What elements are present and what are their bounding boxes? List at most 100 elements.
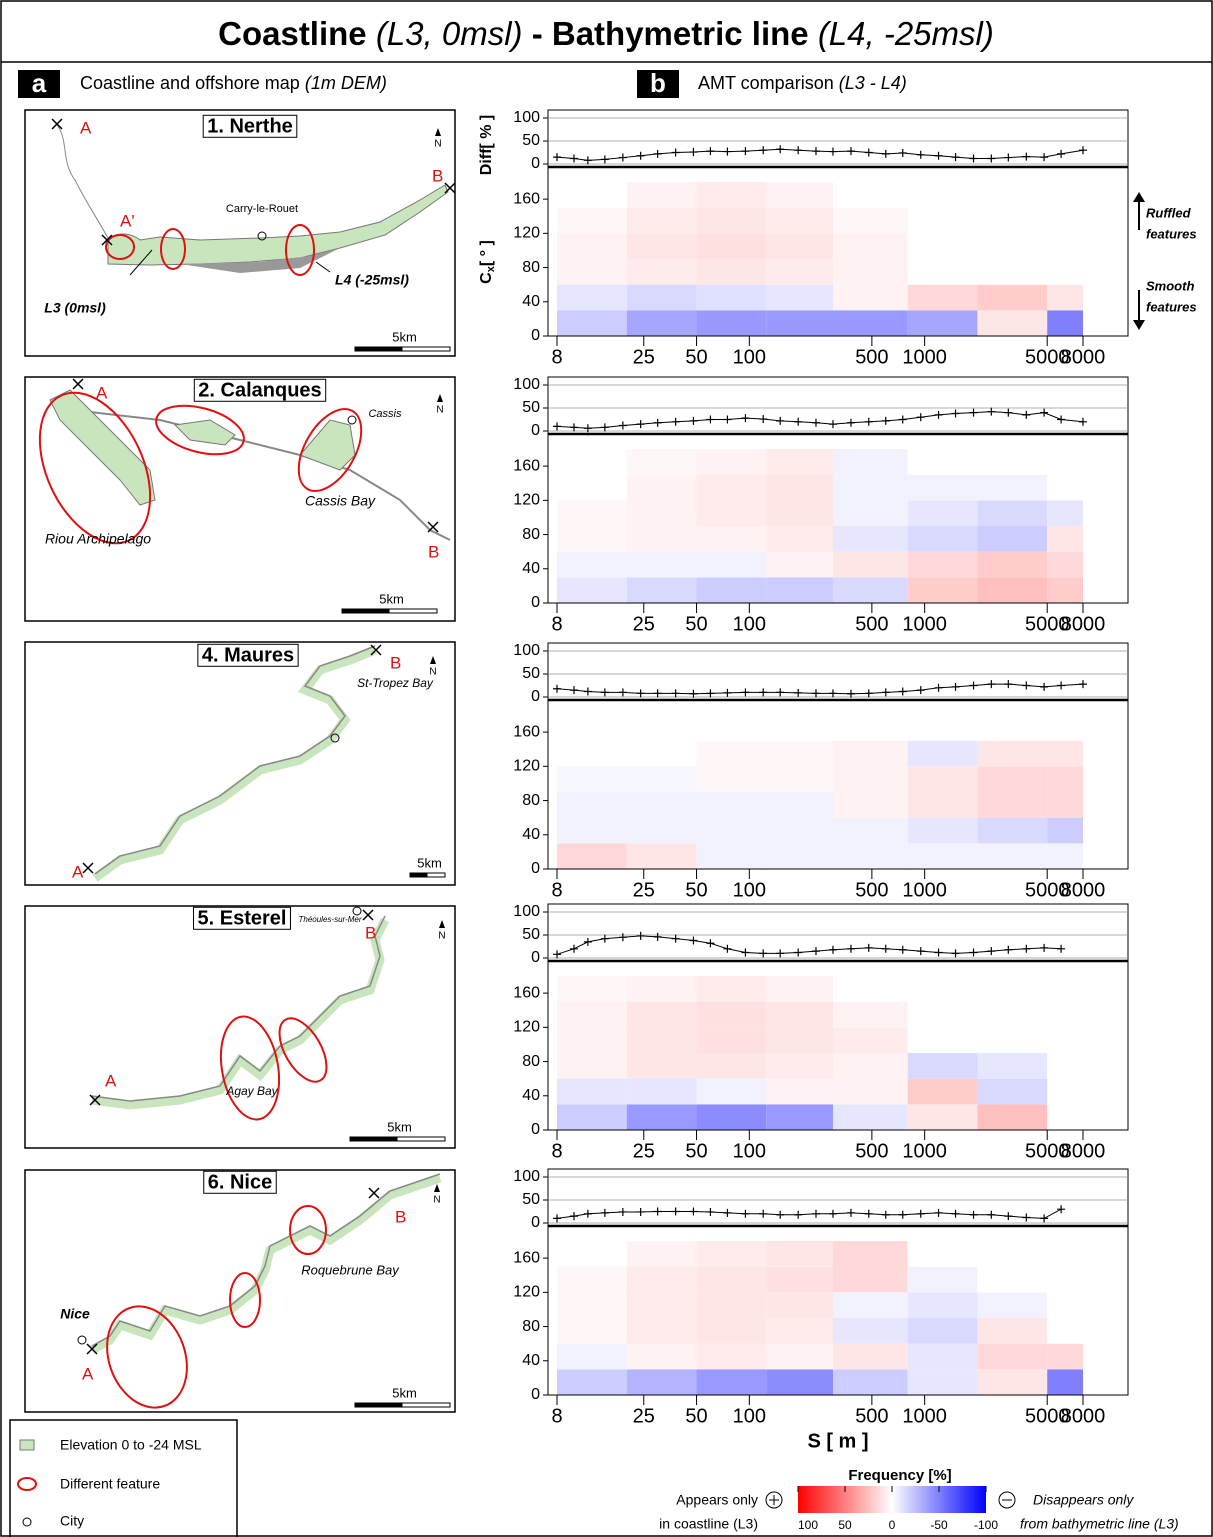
arrow-head [1133, 320, 1145, 330]
heat-cell [696, 1369, 767, 1395]
heat-cell [832, 740, 908, 767]
y-tick-label: 160 [513, 190, 540, 207]
heat-cell [626, 449, 697, 475]
x-tick-label: 500 [855, 1140, 888, 1162]
scale-bar [410, 873, 428, 877]
heat-cell [1047, 1292, 1083, 1318]
diff-marker [759, 1209, 768, 1218]
y-tick-label: 160 [513, 723, 540, 740]
heat-cell [626, 766, 697, 792]
heat-cell [977, 766, 1048, 792]
diff-marker [828, 945, 837, 954]
city [77, 1335, 87, 1345]
diff-marker [759, 688, 768, 697]
heat-cell [832, 1001, 908, 1028]
caption-italic: (L3 - L4) [839, 73, 907, 93]
north-label: N [429, 667, 436, 678]
diff-marker [1040, 153, 1049, 162]
coast-line [91, 915, 386, 1102]
y-tick-label: 0 [531, 860, 540, 877]
heat-cell [832, 577, 908, 603]
heat-cell [977, 474, 1048, 501]
heat-cell [1047, 817, 1083, 844]
x-tick-label: 8 [551, 346, 562, 368]
y-tick-label: 100 [513, 376, 540, 393]
heat-cell [626, 1266, 697, 1293]
shelf [89, 1173, 442, 1354]
diff-marker [671, 148, 680, 157]
panel-caption: AMT comparison (L3 - L4) [698, 73, 907, 93]
y-tick-label: 50 [522, 132, 540, 149]
diff-marker [864, 1209, 873, 1218]
axis-label-sub: x [485, 265, 497, 272]
heat-cell [557, 310, 627, 336]
heat-cell [977, 1343, 1048, 1370]
x-tick-label: 25 [633, 879, 655, 901]
place-label: Carry-le-Rouet [226, 203, 298, 215]
y-tick-label: 80 [522, 792, 540, 809]
shelf [107, 184, 449, 266]
diff-marker [689, 689, 698, 698]
point-label: B [428, 542, 439, 561]
heat-cell [696, 500, 767, 526]
diff-marker [846, 147, 855, 156]
diff-marker [776, 416, 785, 425]
diff-marker [723, 944, 732, 953]
heat-cell [626, 1369, 697, 1395]
y-tick-label: 0 [531, 1386, 540, 1403]
legend-label: Elevation 0 to -24 MSL [60, 1437, 202, 1453]
diff-marker [569, 686, 578, 695]
feature [105, 234, 135, 260]
diff-marker [776, 949, 785, 958]
heat-cell [977, 792, 1048, 818]
scale-label: 5km [392, 1385, 417, 1400]
diff-marker [987, 407, 996, 416]
heat-cell [626, 1078, 697, 1105]
side-note: features [1146, 226, 1197, 241]
scale-label: 5km [379, 591, 404, 606]
heat-cell [832, 1027, 908, 1053]
heat-cell [907, 233, 978, 259]
heat-cell [977, 1266, 1048, 1293]
y-tick-label: 100 [513, 1168, 540, 1185]
place-label: L3 (0msl) [44, 300, 106, 316]
panel-badge [18, 70, 60, 98]
heat-cell [696, 310, 767, 336]
heat-cell [766, 1343, 833, 1370]
x-tick-label: 8 [551, 613, 562, 635]
diff-marker [583, 937, 592, 946]
heat-cell [1047, 792, 1083, 818]
legend-swatch [19, 1439, 35, 1451]
map-title: 1. Nerthe [207, 115, 293, 137]
colorbar-tick-label: 100 [798, 1518, 818, 1532]
heat-cell [977, 1053, 1048, 1079]
heat-cell [696, 233, 767, 259]
pointer [129, 249, 153, 276]
heat-cell [696, 740, 767, 767]
heat-cell [832, 474, 908, 501]
heat-cell [766, 1104, 833, 1130]
colorbar-tick-label: -100 [974, 1518, 998, 1532]
heat-cell [557, 1027, 627, 1053]
x-tick-label: 8000 [1061, 346, 1106, 368]
y-tick-label: 0 [531, 688, 540, 705]
heat-cell [626, 310, 697, 336]
heat-cell [766, 182, 833, 208]
diff-marker [951, 409, 960, 418]
y-tick-label: 0 [531, 1121, 540, 1138]
heat-cell [832, 259, 908, 285]
heat-cell [907, 976, 978, 1002]
colorbar-title: Frequency [%] [848, 1467, 951, 1484]
heat-cell [626, 740, 697, 767]
heat-cell [696, 976, 767, 1002]
heat-cell [626, 1241, 697, 1267]
heat-cell [696, 1318, 767, 1344]
diff-marker [1040, 943, 1049, 952]
diff-marker [723, 1208, 732, 1217]
diff-marker [583, 687, 592, 696]
coast-line [91, 1173, 441, 1347]
diff-marker [759, 415, 768, 424]
diff-marker [1004, 680, 1013, 689]
